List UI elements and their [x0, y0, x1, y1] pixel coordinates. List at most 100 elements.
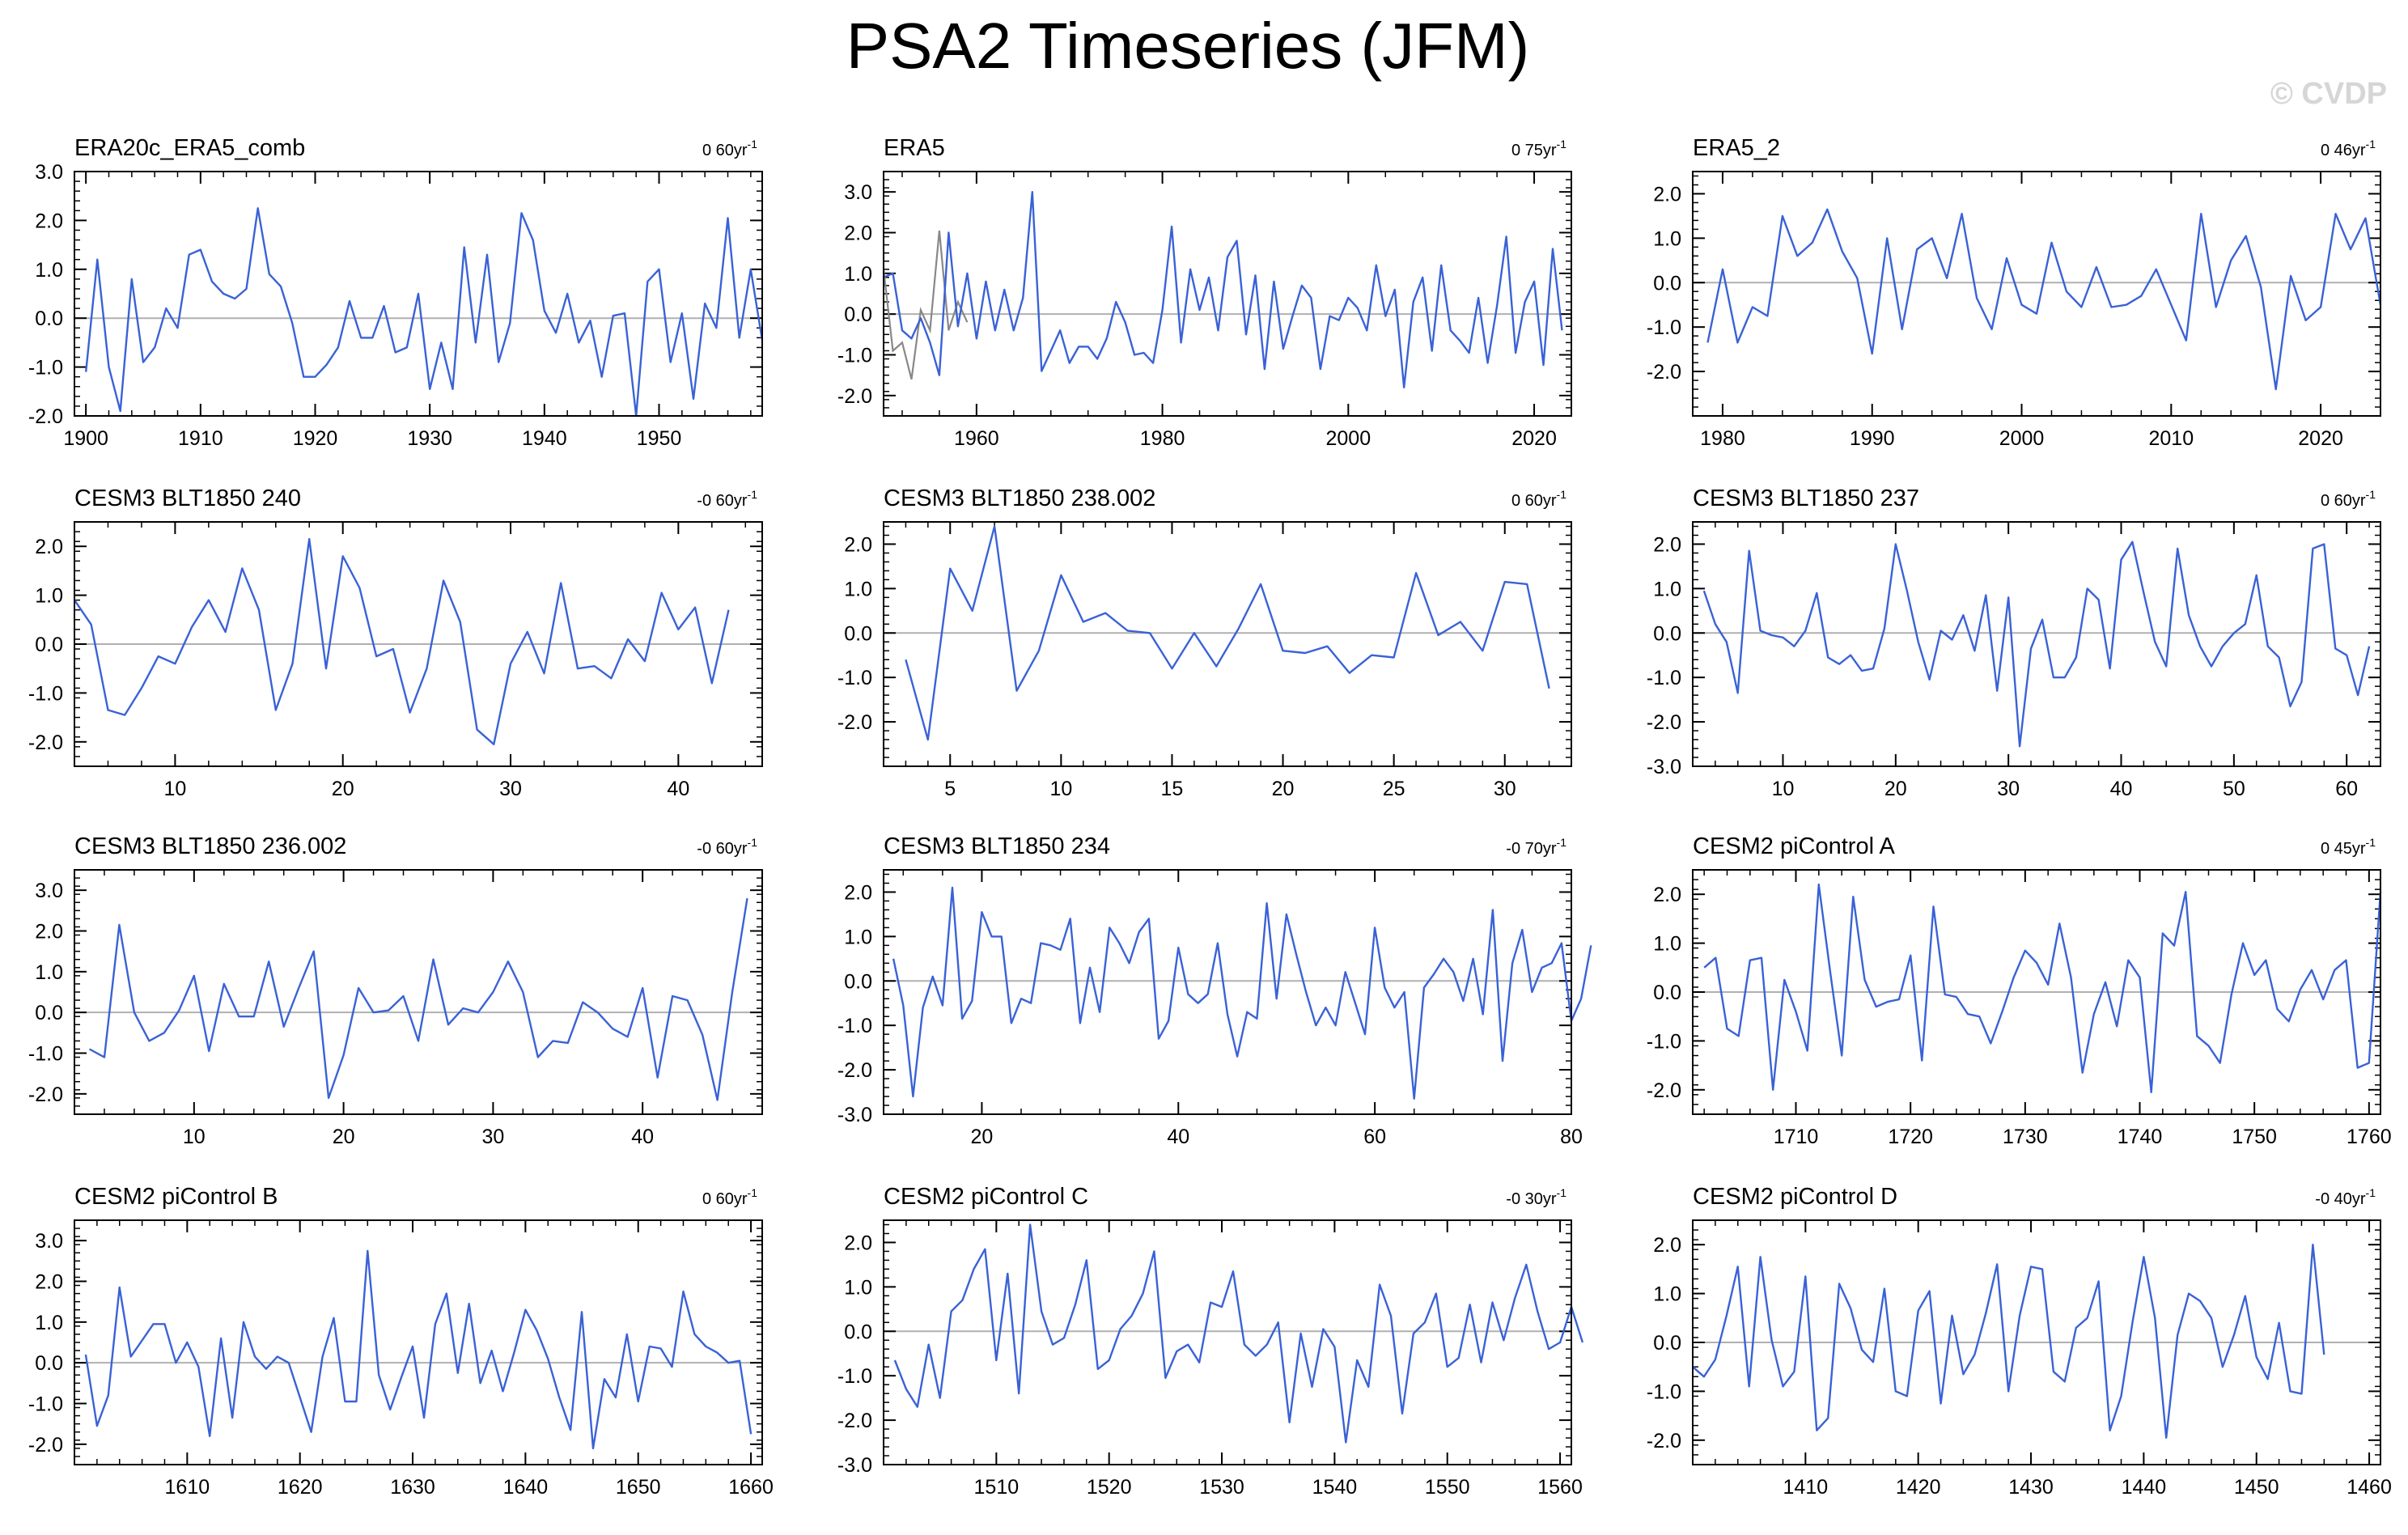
x-tick-label: 2020	[1511, 427, 1557, 450]
x-tick-label: 40	[1167, 1126, 1189, 1148]
y-tick-label: 2.0	[35, 210, 63, 232]
panels: -2.0 -1.0 0.0 1.0 2.0 3.0 1900 1910 1920 1930 1940…	[28, 135, 2392, 1499]
y-tick-label: 3.0	[35, 161, 63, 184]
y-tick-label: -1.0	[837, 1015, 872, 1037]
y-tick-label: -2.0	[1647, 361, 1681, 384]
y-tick-label: 1.0	[35, 259, 63, 282]
y-tick-label: 0.0	[844, 303, 872, 326]
chart-panel: -2.0 -1.0 0.0 1.0 2.0 1710 1720 1730 1740 1750 176…	[1647, 833, 2392, 1148]
y-tick-label: -1.0	[28, 1043, 63, 1066]
plot-frame	[74, 869, 763, 1115]
chart-title: CESM2 piControl A	[1693, 833, 1895, 859]
x-tick-label: 1460	[2347, 1476, 2392, 1499]
y-tick-label: 1.0	[844, 1276, 872, 1299]
chart-panel: -2.0 -1.0 0.0 1.0 2.0 1410 1420 1430 1440 1450 146…	[1647, 1184, 2392, 1499]
x-tick-label: 40	[667, 778, 689, 800]
x-tick-label: 10	[1049, 778, 1072, 800]
chart-title: CESM3 BLT1850 240	[74, 486, 301, 511]
y-tick-label: -1.0	[1647, 1380, 1681, 1403]
y-tick-label: 2.0	[844, 533, 872, 556]
x-tick-label: 25	[1383, 778, 1405, 800]
y-tick-label: 0.0	[1653, 982, 1681, 1004]
y-tick-label: 2.0	[35, 921, 63, 943]
y-tick-label: 0.0	[844, 622, 872, 645]
y-tick-label: -3.0	[837, 1104, 872, 1126]
y-tick-label: -2.0	[837, 711, 872, 734]
x-tick-label: 1930	[407, 427, 452, 450]
y-tick-label: 3.0	[35, 880, 63, 902]
y-tick-label: -1.0	[28, 357, 63, 380]
plot-frame	[1692, 869, 2381, 1115]
x-tick-label: 20	[1884, 778, 1907, 800]
x-tick-label: 1530	[1199, 1476, 1244, 1499]
chart-panel: -2.0 -1.0 0.0 1.0 2.0 10 20 30 40 CESM3 BLT1850 2…	[28, 486, 763, 800]
y-tick-label: 0.0	[35, 307, 63, 330]
series-line	[1702, 541, 2371, 748]
chart-title: CESM2 piControl B	[74, 1184, 278, 1210]
series-line	[883, 190, 1563, 388]
x-tick-label: 20	[971, 1126, 994, 1148]
chart-title: CESM3 BLT1850 234	[884, 833, 1110, 859]
chart-panel: -2.0 -1.0 0.0 1.0 2.0 5 10 15 20 25 30 CESM3 BLT185…	[837, 486, 1572, 800]
y-tick-label: 0.0	[35, 1002, 63, 1024]
chart-panel: -2.0 -1.0 0.0 1.0 2.0 3.0 1960 1980 2000 2020 ERA5…	[837, 135, 1572, 450]
y-tick-label: -1.0	[28, 1393, 63, 1416]
x-tick-label: 5	[944, 778, 956, 800]
x-tick-label: 1740	[2118, 1126, 2163, 1148]
x-tick-label: 1990	[1850, 427, 1895, 450]
x-tick-label: 1550	[1425, 1476, 1470, 1499]
x-tick-label: 10	[163, 778, 186, 800]
chart-panel: -2.0 -1.0 0.0 1.0 2.0 3.0 1610 1620 1630 1640 1650…	[28, 1184, 774, 1499]
y-tick-label: 1.0	[1653, 578, 1681, 600]
plot-frame	[883, 869, 1572, 1115]
plot-frame	[74, 171, 763, 417]
y-tick-label: 2.0	[844, 1232, 872, 1254]
x-tick-label: 40	[631, 1126, 654, 1148]
y-tick-label: -2.0	[28, 405, 63, 428]
series-line	[1692, 1243, 2325, 1440]
x-tick-label: 2010	[2148, 427, 2194, 450]
x-tick-label: 2000	[1326, 427, 1371, 450]
y-tick-label: 3.0	[35, 1230, 63, 1253]
y-tick-label: -1.0	[837, 345, 872, 367]
plot-frame	[1692, 171, 2381, 417]
y-tick-label: 1.0	[844, 263, 872, 286]
x-tick-label: 1660	[728, 1476, 774, 1499]
x-tick-label: 15	[1161, 778, 1184, 800]
x-tick-label: 1750	[2232, 1126, 2277, 1148]
y-tick-label: 0.0	[844, 1321, 872, 1343]
x-tick-label: 2000	[1999, 427, 2045, 450]
chart-title: ERA5	[884, 135, 945, 161]
x-tick-label: 1520	[1087, 1476, 1132, 1499]
series-line	[85, 207, 764, 418]
series-line	[1703, 883, 2382, 1094]
series-line	[74, 537, 730, 745]
x-tick-label: 40	[2110, 778, 2133, 800]
x-tick-label: 60	[1363, 1126, 1386, 1148]
x-tick-label: 1940	[522, 427, 567, 450]
x-tick-label: 1640	[503, 1476, 549, 1499]
chart-title: ERA5_2	[1693, 135, 1780, 161]
y-tick-label: -2.0	[1647, 711, 1681, 734]
y-tick-label: 0.0	[1653, 1332, 1681, 1355]
chart-panel: -3.0 -2.0 -1.0 0.0 1.0 2.0 10 20 30 40 50 60 CESM3 B…	[1647, 486, 2381, 800]
y-tick-label: -1.0	[28, 682, 63, 705]
y-tick-label: 1.0	[844, 578, 872, 600]
series-line	[893, 1223, 1584, 1444]
x-tick-label: 1450	[2234, 1476, 2279, 1499]
x-tick-label: 1950	[637, 427, 682, 450]
x-tick-label: 10	[183, 1126, 206, 1148]
y-tick-label: 2.0	[35, 536, 63, 558]
y-tick-label: 1.0	[35, 1312, 63, 1334]
y-tick-label: -3.0	[837, 1454, 872, 1477]
plot-frame	[1692, 521, 2381, 767]
chart-panel: -2.0 -1.0 0.0 1.0 2.0 3.0 1900 1910 1920 1930 1940…	[28, 135, 764, 450]
x-tick-label: 60	[2335, 778, 2358, 800]
y-tick-label: 0.0	[1653, 272, 1681, 295]
y-tick-label: 2.0	[1653, 884, 1681, 906]
x-tick-label: 2020	[2298, 427, 2343, 450]
x-tick-label: 1760	[2347, 1126, 2392, 1148]
chart-title: CESM3 BLT1850 236.002	[74, 833, 346, 859]
y-tick-label: 1.0	[35, 961, 63, 984]
